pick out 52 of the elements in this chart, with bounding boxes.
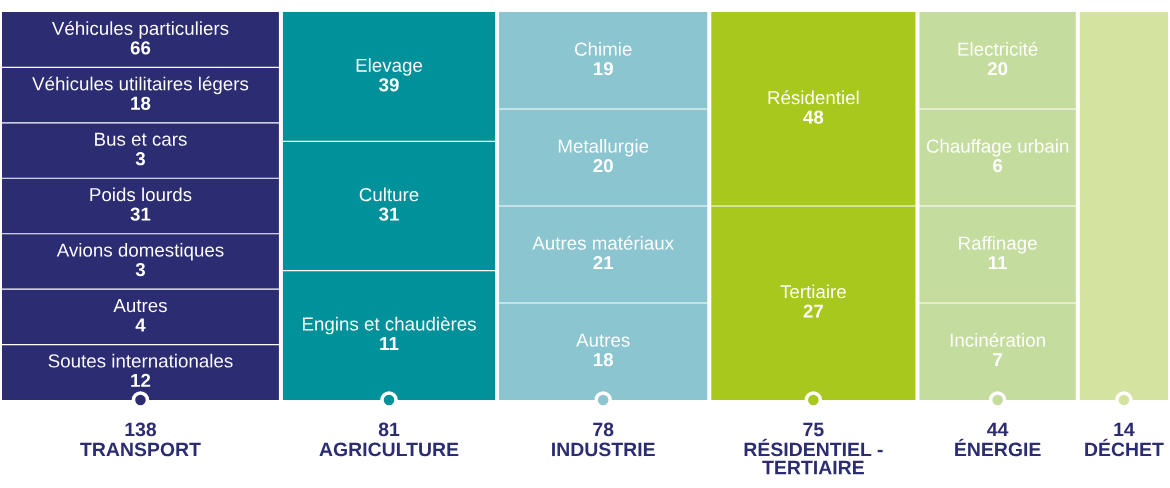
data-label: 81 xyxy=(378,422,400,437)
text: Chauffage urbain xyxy=(926,139,1069,157)
data-label: 3 xyxy=(135,262,145,277)
data-label: 75 xyxy=(803,422,824,437)
text: Véhicules utilitaires légers xyxy=(32,76,249,95)
text: Incinération xyxy=(950,332,1045,347)
category-label: DÉCHET xyxy=(1085,438,1164,457)
series-label: Electricité xyxy=(958,41,1038,56)
data-label: 7 xyxy=(993,353,1002,367)
text: Soutes internationales xyxy=(48,353,233,368)
data-label: 138 xyxy=(125,422,157,437)
text: Avions domestiques xyxy=(56,242,224,261)
data-label: 12 xyxy=(131,373,151,387)
data-label: 66 xyxy=(130,41,151,55)
data-label: 11 xyxy=(380,337,399,350)
series-label: Chimie xyxy=(574,42,632,56)
text: Autres xyxy=(113,299,167,313)
text: Poids lourds xyxy=(90,187,192,202)
data-label: 18 xyxy=(131,96,151,110)
data-label: 18 xyxy=(593,353,614,367)
data-label: 31 xyxy=(130,207,151,221)
text: Bus et cars xyxy=(95,132,187,146)
category-label: INDUSTRIE xyxy=(552,442,655,457)
data-label: 21 xyxy=(593,256,614,270)
text: Engins et chaudières xyxy=(302,316,476,335)
data-label: 3 xyxy=(135,152,145,166)
text: Tertiaire xyxy=(780,284,846,299)
series-label: Résidentiel xyxy=(768,90,859,105)
series-label: Elevage xyxy=(356,58,423,76)
data-label: 4 xyxy=(135,318,146,332)
data-label: 48 xyxy=(803,110,824,124)
category-label: RÉSIDENTIEL - TERTIAIRE xyxy=(744,438,883,475)
category-label: ÉNERGIE xyxy=(955,438,1041,457)
data-label: 44 xyxy=(987,422,1009,437)
text: Raffinage xyxy=(959,236,1037,254)
text: Metallurgie xyxy=(558,139,649,157)
data-label: 20 xyxy=(987,62,1008,76)
category-label: AGRICULTURE xyxy=(319,442,459,457)
series-label: Véhicules particuliers xyxy=(51,21,229,39)
data-label: 6 xyxy=(993,159,1003,173)
data-label: 19 xyxy=(593,62,613,76)
data-label: 11 xyxy=(988,256,1007,270)
data-label: 27 xyxy=(803,304,823,318)
text: Autres matériaux xyxy=(532,235,674,250)
data-label: 31 xyxy=(379,207,399,221)
data-label: 20 xyxy=(593,159,613,173)
text: Autres xyxy=(576,333,630,347)
data-label: 39 xyxy=(379,78,399,92)
text: Culture xyxy=(359,187,419,202)
category-label: TRANSPORT xyxy=(80,442,201,457)
data-label: 14 xyxy=(1114,422,1135,437)
data-label: 78 xyxy=(593,422,614,437)
